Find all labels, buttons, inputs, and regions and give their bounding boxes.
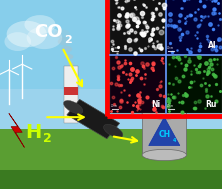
Ellipse shape [63, 101, 83, 114]
Ellipse shape [24, 15, 56, 34]
Bar [107, 0, 222, 116]
Ellipse shape [61, 46, 72, 53]
Ellipse shape [64, 54, 73, 59]
Ellipse shape [58, 38, 71, 46]
Text: Al: Al [208, 41, 216, 50]
Text: 4: 4 [173, 138, 177, 143]
Ellipse shape [4, 32, 31, 51]
Text: 2: 2 [43, 132, 52, 145]
Bar [110, 55, 166, 113]
Ellipse shape [68, 62, 74, 66]
Text: 2: 2 [64, 35, 71, 45]
Ellipse shape [142, 108, 186, 119]
Bar [110, 0, 166, 55]
Bar [0, 170, 222, 189]
Bar [142, 113, 186, 155]
Text: H: H [25, 123, 42, 142]
Bar [0, 0, 222, 136]
Text: CO: CO [35, 23, 63, 41]
Polygon shape [67, 99, 120, 139]
Text: Ru: Ru [205, 100, 216, 109]
Ellipse shape [27, 26, 62, 49]
Bar [166, 0, 222, 55]
Bar [166, 55, 222, 113]
Ellipse shape [142, 149, 186, 161]
Polygon shape [9, 113, 24, 147]
Bar [64, 87, 78, 94]
Ellipse shape [7, 21, 47, 47]
Ellipse shape [104, 124, 123, 138]
Text: 20nm: 20nm [111, 46, 118, 50]
Text: 20nm: 20nm [111, 104, 118, 108]
Polygon shape [109, 87, 138, 108]
Text: Ni: Ni [151, 100, 160, 109]
Polygon shape [149, 117, 180, 146]
Bar [0, 89, 222, 136]
Ellipse shape [54, 29, 70, 39]
Bar [64, 66, 78, 123]
Text: 20nm: 20nm [167, 46, 174, 50]
Bar [0, 129, 222, 189]
Text: CH: CH [158, 130, 170, 139]
Text: 20nm: 20nm [167, 104, 174, 108]
